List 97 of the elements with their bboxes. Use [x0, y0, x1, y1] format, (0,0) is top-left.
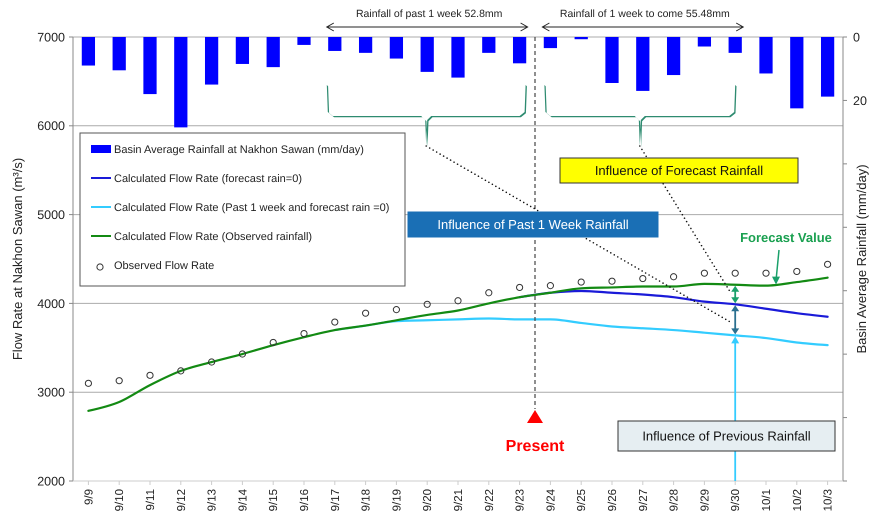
x-tick-label: 9/25 [576, 489, 588, 512]
x-tick-label: 9/22 [484, 489, 496, 512]
point [424, 300, 431, 308]
bar [82, 37, 96, 66]
x-tick-label: 9/27 [638, 489, 650, 512]
bar [266, 37, 280, 68]
bar [698, 37, 712, 47]
point [485, 289, 492, 296]
point [362, 310, 370, 317]
text: Rainfall of past 1 week 52.8mm [356, 8, 503, 20]
point [639, 274, 646, 282]
bar [297, 37, 311, 45]
annotation: Present [506, 438, 566, 455]
bar [820, 37, 834, 97]
point [116, 377, 123, 384]
y-tick-label: 5000 [37, 208, 66, 222]
bar [204, 37, 218, 85]
text: Rainfall of 1 week to come 55.48mm [560, 8, 730, 20]
bar [759, 37, 773, 74]
x-tick-label: 9/18 [360, 489, 373, 512]
point [270, 338, 277, 346]
x-tick-label: 9/24 [545, 488, 558, 512]
x-tick-label: 9/21 [453, 489, 465, 512]
point [546, 282, 554, 290]
y-tick-label: 6000 [37, 119, 66, 134]
bar [728, 37, 742, 53]
x-tick-label: 9/13 [206, 489, 219, 512]
bar [358, 37, 372, 53]
point [516, 284, 524, 291]
legend-label: Calculated Flow Rate (Observed rainfall) [114, 230, 312, 243]
bar [174, 37, 188, 128]
x-tick-label: 10/3 [822, 489, 835, 512]
bar [451, 37, 465, 78]
point [608, 278, 616, 285]
point [732, 270, 739, 277]
y-tick-label: 2000 [37, 474, 66, 488]
x-tick-label: 9/17 [330, 489, 342, 512]
x-tick-label: 9/9 [83, 489, 96, 505]
bar [328, 37, 342, 51]
x-tick-label: 9/28 [668, 489, 681, 512]
x-tick-label: 9/23 [514, 489, 527, 512]
point [84, 380, 92, 387]
annotation: Influence of Forecast Rainfall [594, 163, 764, 178]
bar [420, 37, 434, 72]
point [578, 278, 585, 286]
point [331, 318, 338, 326]
annotation: Forecast Value [740, 230, 832, 245]
legend-label: Calculated Flow Rate (Past 1 week and forecast rain =0) [114, 202, 390, 214]
y2-tick-label: 0 [853, 30, 860, 44]
bar [112, 37, 126, 70]
annotation: Influence of Previous Rainfall [642, 428, 811, 444]
bar [636, 37, 650, 91]
y2-axis-title: Basin Average Rainfall (mm/day) [854, 164, 869, 354]
y-axis-title: Flow Rate at Nakhon Sawan (m³/s) [10, 158, 25, 360]
bar [236, 37, 250, 64]
bar [790, 37, 804, 108]
x-tick-label: 9/29 [699, 489, 712, 512]
x-tick-label: 9/15 [268, 489, 280, 512]
y-tick-label: 7000 [37, 30, 66, 44]
bar [390, 37, 404, 59]
x-tick-label: 9/16 [299, 489, 311, 512]
point [392, 306, 400, 314]
point [146, 372, 154, 379]
annotation: Influence of Past 1 Week Rainfall [437, 217, 629, 232]
y2-tick-label: 20 [853, 94, 867, 108]
point [670, 273, 678, 280]
x-tick-label: 9/30 [730, 489, 742, 512]
point [762, 270, 770, 277]
x-tick-label: 9/11 [145, 489, 157, 511]
point [177, 367, 184, 374]
point [300, 330, 308, 338]
y-tick-label: 4000 [37, 296, 66, 311]
legend-label: Observed Flow Rate [114, 260, 214, 272]
line-series [87, 276, 829, 412]
bar [482, 37, 496, 53]
y-tick-label: 3000 [37, 386, 66, 400]
bar [544, 37, 558, 48]
x-tick-label: 9/12 [176, 489, 188, 512]
x-tick-label: 9/26 [607, 489, 619, 512]
point [793, 268, 800, 276]
bar [512, 37, 526, 64]
x-tick-label: 10/1 [761, 489, 773, 512]
bar [666, 37, 680, 76]
point [700, 270, 708, 277]
bar [605, 37, 619, 83]
point [454, 297, 462, 304]
x-tick-label: 9/14 [237, 488, 250, 512]
x-tick-label: 9/10 [114, 489, 126, 512]
legend-label: Basin Average Rainfall at Nakhon Sawan (mm/day) [114, 144, 364, 156]
x-tick-label: 9/19 [391, 489, 404, 512]
point [208, 358, 216, 366]
point [824, 260, 832, 268]
x-tick-label: 9/20 [422, 489, 434, 512]
point [238, 350, 246, 358]
x-tick-label: 10/2 [792, 489, 804, 512]
legend-label: Calculated Flow Rate (forecast rain=0) [114, 172, 302, 185]
bar [143, 37, 157, 94]
